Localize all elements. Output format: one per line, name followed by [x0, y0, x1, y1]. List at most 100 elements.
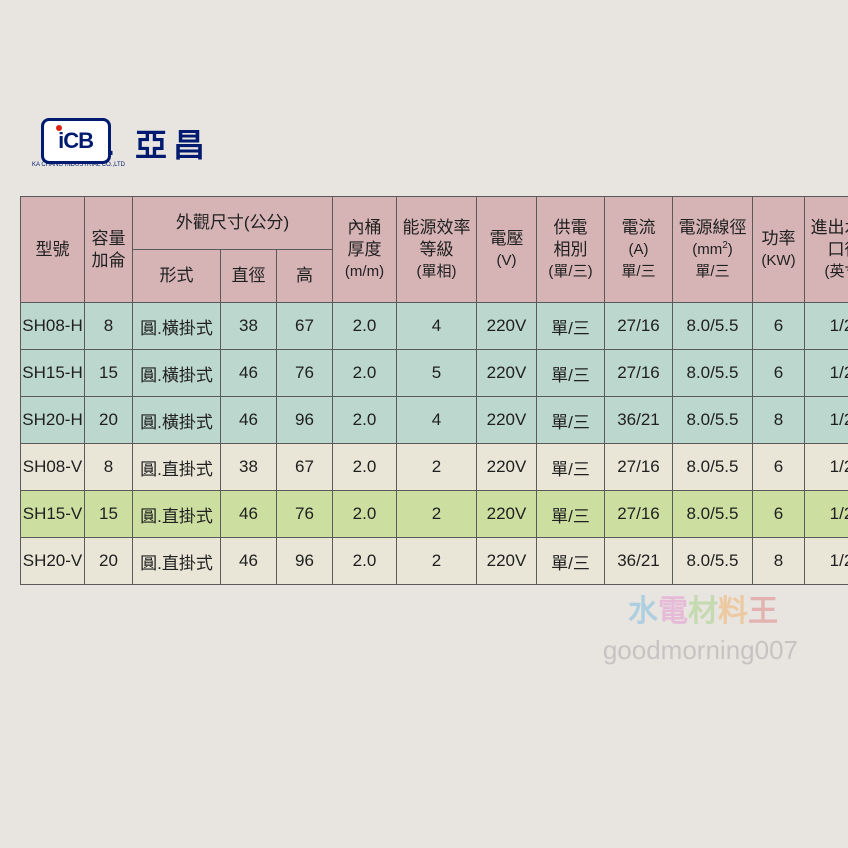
cell-model: SH15-V: [21, 491, 85, 538]
hdr-capacity: 容量加侖: [85, 197, 133, 303]
cell-form: 圓.直掛式: [133, 444, 221, 491]
cell-form: 圓.直掛式: [133, 538, 221, 585]
brand-name: 亞昌: [135, 120, 211, 166]
hdr-thickness: 內桶厚度 (m/m): [333, 197, 397, 303]
cell-voltage: 220V: [477, 538, 537, 585]
cell-thickness: 2.0: [333, 350, 397, 397]
cell-height: 76: [277, 350, 333, 397]
watermark-seller: goodmorning007: [603, 635, 798, 666]
brand-logo-area: iCB . KA CHANG INDUSTRIAL CO.,LTD 亞昌: [30, 118, 828, 168]
cell-height: 96: [277, 538, 333, 585]
cell-current: 36/21: [605, 397, 673, 444]
table-row: SH20-V20圓.直掛式46962.02220V單/三36/218.0/5.5…: [21, 538, 848, 585]
table-row: SH08-V8圓.直掛式38672.02220V單/三27/168.0/5.56…: [21, 444, 848, 491]
hdr-form: 形式: [133, 250, 221, 303]
hdr-diameter: 直徑: [221, 250, 277, 303]
hdr-dimensions-group: 外觀尺寸(公分): [133, 197, 333, 250]
cell-diameter: 46: [221, 538, 277, 585]
cell-current: 36/21: [605, 538, 673, 585]
cell-form: 圓.橫掛式: [133, 350, 221, 397]
cell-thickness: 2.0: [333, 491, 397, 538]
hdr-current: 電流(A) 單/三: [605, 197, 673, 303]
hdr-wire: 電源線徑(mm2) 單/三: [673, 197, 753, 303]
cell-pipe: 1/2": [805, 444, 848, 491]
hdr-power: 功率(KW): [753, 197, 805, 303]
cell-wire: 8.0/5.5: [673, 350, 753, 397]
cell-thickness: 2.0: [333, 303, 397, 350]
cell-phase: 單/三: [537, 538, 605, 585]
cell-efficiency: 5: [397, 350, 477, 397]
cell-height: 67: [277, 444, 333, 491]
cell-phase: 單/三: [537, 491, 605, 538]
cell-current: 27/16: [605, 303, 673, 350]
hdr-efficiency: 能源效率等級 (單相): [397, 197, 477, 303]
cell-power: 6: [753, 491, 805, 538]
cell-phase: 單/三: [537, 397, 605, 444]
cell-form: 圓.直掛式: [133, 491, 221, 538]
cell-capacity: 20: [85, 538, 133, 585]
cell-model: SH20-H: [21, 397, 85, 444]
cell-diameter: 46: [221, 350, 277, 397]
cell-voltage: 220V: [477, 350, 537, 397]
cell-form: 圓.橫掛式: [133, 303, 221, 350]
cell-power: 6: [753, 350, 805, 397]
cell-voltage: 220V: [477, 491, 537, 538]
cell-power: 6: [753, 444, 805, 491]
cell-height: 67: [277, 303, 333, 350]
cell-model: SH15-H: [21, 350, 85, 397]
cell-model: SH20-V: [21, 538, 85, 585]
cell-pipe: 1/2": [805, 397, 848, 444]
cell-current: 27/16: [605, 350, 673, 397]
spec-table: 型號 容量加侖 外觀尺寸(公分) 內桶厚度 (m/m) 能源效率等級 (單相) …: [20, 196, 848, 585]
cell-efficiency: 4: [397, 397, 477, 444]
table-header: 型號 容量加侖 外觀尺寸(公分) 內桶厚度 (m/m) 能源效率等級 (單相) …: [21, 197, 848, 303]
cell-pipe: 1/2": [805, 303, 848, 350]
hdr-height: 高: [277, 250, 333, 303]
logo-badge-text: iCB: [58, 128, 93, 154]
table-row: SH20-H20圓.橫掛式46962.04220V單/三36/218.0/5.5…: [21, 397, 848, 444]
hdr-voltage: 電壓(V): [477, 197, 537, 303]
table-row: SH15-V15圓.直掛式46762.02220V單/三27/168.0/5.5…: [21, 491, 848, 538]
flame-icon: [56, 125, 62, 131]
cell-diameter: 46: [221, 491, 277, 538]
cell-phase: 單/三: [537, 444, 605, 491]
cell-wire: 8.0/5.5: [673, 444, 753, 491]
cell-efficiency: 4: [397, 303, 477, 350]
cell-capacity: 15: [85, 350, 133, 397]
cell-wire: 8.0/5.5: [673, 491, 753, 538]
logo-period: .: [107, 132, 115, 160]
cell-pipe: 1/2": [805, 538, 848, 585]
cell-efficiency: 2: [397, 444, 477, 491]
cell-voltage: 220V: [477, 444, 537, 491]
hdr-pipe: 進出水管口徑 (英寸): [805, 197, 848, 303]
cell-capacity: 8: [85, 444, 133, 491]
table-body: SH08-H8圓.橫掛式38672.04220V單/三27/168.0/5.56…: [21, 303, 848, 585]
hdr-model: 型號: [21, 197, 85, 303]
cell-thickness: 2.0: [333, 397, 397, 444]
cell-pipe: 1/2": [805, 350, 848, 397]
cell-efficiency: 2: [397, 538, 477, 585]
cell-pipe: 1/2": [805, 491, 848, 538]
cell-current: 27/16: [605, 491, 673, 538]
cell-efficiency: 2: [397, 491, 477, 538]
cell-current: 27/16: [605, 444, 673, 491]
cell-power: 8: [753, 397, 805, 444]
cell-wire: 8.0/5.5: [673, 397, 753, 444]
cell-capacity: 20: [85, 397, 133, 444]
cell-capacity: 8: [85, 303, 133, 350]
cell-wire: 8.0/5.5: [673, 538, 753, 585]
cell-height: 76: [277, 491, 333, 538]
cell-capacity: 15: [85, 491, 133, 538]
cell-phase: 單/三: [537, 303, 605, 350]
table-row: SH08-H8圓.橫掛式38672.04220V單/三27/168.0/5.56…: [21, 303, 848, 350]
watermark-brand: 水電材料王: [628, 586, 778, 630]
cell-thickness: 2.0: [333, 444, 397, 491]
cell-power: 8: [753, 538, 805, 585]
cell-power: 6: [753, 303, 805, 350]
cell-form: 圓.橫掛式: [133, 397, 221, 444]
cell-diameter: 38: [221, 303, 277, 350]
cell-voltage: 220V: [477, 397, 537, 444]
cell-wire: 8.0/5.5: [673, 303, 753, 350]
cell-diameter: 38: [221, 444, 277, 491]
cell-phase: 單/三: [537, 350, 605, 397]
